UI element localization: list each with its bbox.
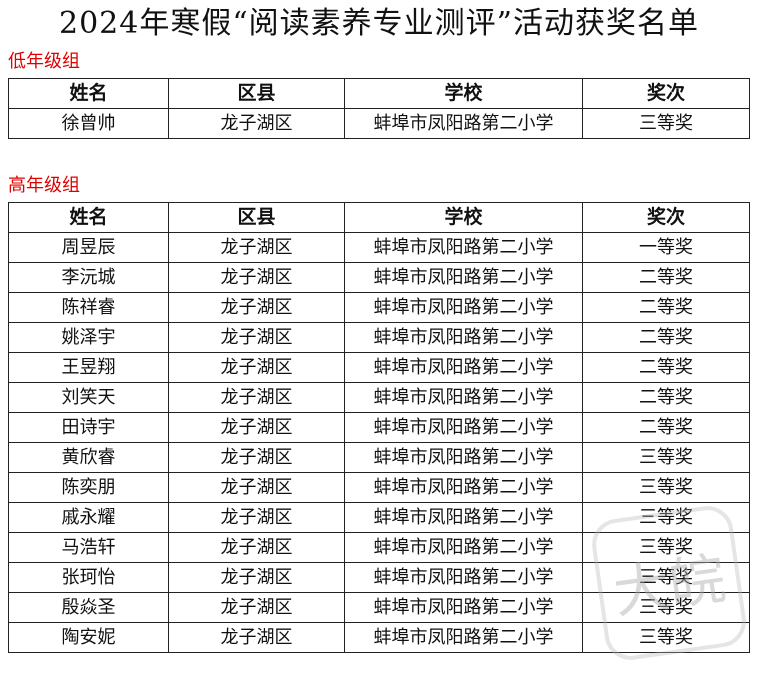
table-row: 王昱翔 龙子湖区 蚌埠市凤阳路第二小学 二等奖: [8, 352, 750, 383]
award-cell: 二等奖: [582, 322, 750, 353]
header-row: 姓名 区县 学校 奖次: [8, 202, 750, 233]
column-header: 奖次: [582, 202, 750, 233]
district-cell: 龙子湖区: [168, 442, 345, 473]
table-row: 黄欣睿 龙子湖区 蚌埠市凤阳路第二小学 三等奖: [8, 442, 750, 473]
name-cell: 陈奕朋: [8, 472, 169, 503]
school-cell: 蚌埠市凤阳路第二小学: [344, 412, 583, 443]
district-cell: 龙子湖区: [168, 502, 345, 533]
low-group-table: 姓名 区县 学校 奖次 徐曾帅 龙子湖区 蚌埠市凤阳路第二小学 三等奖: [8, 78, 750, 139]
name-cell: 周昱辰: [8, 232, 169, 263]
district-cell: 龙子湖区: [168, 352, 345, 383]
school-cell: 蚌埠市凤阳路第二小学: [344, 532, 583, 563]
award-cell: 二等奖: [582, 262, 750, 293]
school-cell: 蚌埠市凤阳路第二小学: [344, 562, 583, 593]
award-cell: 二等奖: [582, 292, 750, 323]
column-header: 学校: [344, 202, 583, 233]
award-cell: 二等奖: [582, 382, 750, 413]
district-cell: 龙子湖区: [168, 322, 345, 353]
name-cell: 黄欣睿: [8, 442, 169, 473]
award-cell: 三等奖: [582, 562, 750, 593]
column-header: 区县: [168, 78, 345, 109]
district-cell: 龙子湖区: [168, 292, 345, 323]
district-cell: 龙子湖区: [168, 562, 345, 593]
school-cell: 蚌埠市凤阳路第二小学: [344, 108, 583, 139]
column-header: 奖次: [582, 78, 750, 109]
header-row: 姓名 区县 学校 奖次: [8, 78, 750, 109]
school-cell: 蚌埠市凤阳路第二小学: [344, 502, 583, 533]
column-header: 区县: [168, 202, 345, 233]
page-title: 2024年寒假“阅读素养专业测评”活动获奖名单: [58, 6, 700, 41]
name-cell: 刘笑天: [8, 382, 169, 413]
school-cell: 蚌埠市凤阳路第二小学: [344, 352, 583, 383]
award-cell: 一等奖: [582, 232, 750, 263]
district-cell: 龙子湖区: [168, 472, 345, 503]
name-cell: 马浩轩: [8, 532, 169, 563]
table-row: 刘笑天 龙子湖区 蚌埠市凤阳路第二小学 二等奖: [8, 382, 750, 413]
award-cell: 三等奖: [582, 532, 750, 563]
award-cell: 三等奖: [582, 442, 750, 473]
school-cell: 蚌埠市凤阳路第二小学: [344, 472, 583, 503]
school-cell: 蚌埠市凤阳路第二小学: [344, 232, 583, 263]
table-row: 田诗宇 龙子湖区 蚌埠市凤阳路第二小学 二等奖: [8, 412, 750, 443]
district-cell: 龙子湖区: [168, 622, 345, 653]
table-row: 李沅城 龙子湖区 蚌埠市凤阳路第二小学 二等奖: [8, 262, 750, 293]
award-cell: 三等奖: [582, 592, 750, 623]
award-cell: 二等奖: [582, 412, 750, 443]
table-row: 陶安妮 龙子湖区 蚌埠市凤阳路第二小学 三等奖: [8, 622, 750, 653]
table-row: 陈祥睿 龙子湖区 蚌埠市凤阳路第二小学 二等奖: [8, 292, 750, 323]
table-row: 殷焱圣 龙子湖区 蚌埠市凤阳路第二小学 三等奖: [8, 592, 750, 623]
name-cell: 殷焱圣: [8, 592, 169, 623]
district-cell: 龙子湖区: [168, 532, 345, 563]
award-cell: 三等奖: [582, 502, 750, 533]
table-row: 徐曾帅 龙子湖区 蚌埠市凤阳路第二小学 三等奖: [8, 108, 750, 139]
watermark-logo: 大皖: [588, 502, 750, 664]
award-cell: 二等奖: [582, 352, 750, 383]
high-group-label: 高年级组: [8, 175, 80, 196]
table-row: 姚泽宇 龙子湖区 蚌埠市凤阳路第二小学 二等奖: [8, 322, 750, 353]
name-cell: 王昱翔: [8, 352, 169, 383]
table-row: 周昱辰 龙子湖区 蚌埠市凤阳路第二小学 一等奖: [8, 232, 750, 263]
school-cell: 蚌埠市凤阳路第二小学: [344, 292, 583, 323]
district-cell: 龙子湖区: [168, 592, 345, 623]
column-header: 姓名: [8, 202, 169, 233]
school-cell: 蚌埠市凤阳路第二小学: [344, 622, 583, 653]
table-row: 陈奕朋 龙子湖区 蚌埠市凤阳路第二小学 三等奖: [8, 472, 750, 503]
name-cell: 戚永耀: [8, 502, 169, 533]
table-row: 马浩轩 龙子湖区 蚌埠市凤阳路第二小学 三等奖: [8, 532, 750, 563]
name-cell: 李沅城: [8, 262, 169, 293]
name-cell: 姚泽宇: [8, 322, 169, 353]
name-cell: 陶安妮: [8, 622, 169, 653]
high-group-table: 姓名 区县 学校 奖次 周昱辰 龙子湖区 蚌埠市凤阳路第二小学 一等奖 李沅城 龙子湖区 蚌埠市凤阳…: [8, 202, 750, 653]
table-row: 张珂怡 龙子湖区 蚌埠市凤阳路第二小学 三等奖: [8, 562, 750, 593]
low-group-label: 低年级组: [8, 51, 80, 72]
district-cell: 龙子湖区: [168, 412, 345, 443]
school-cell: 蚌埠市凤阳路第二小学: [344, 442, 583, 473]
table-row: 戚永耀 龙子湖区 蚌埠市凤阳路第二小学 三等奖: [8, 502, 750, 533]
award-cell: 三等奖: [582, 472, 750, 503]
school-cell: 蚌埠市凤阳路第二小学: [344, 382, 583, 413]
district-cell: 龙子湖区: [168, 108, 345, 139]
column-header: 学校: [344, 78, 583, 109]
award-cell: 三等奖: [582, 108, 750, 139]
school-cell: 蚌埠市凤阳路第二小学: [344, 592, 583, 623]
district-cell: 龙子湖区: [168, 382, 345, 413]
name-cell: 徐曾帅: [8, 108, 169, 139]
school-cell: 蚌埠市凤阳路第二小学: [344, 262, 583, 293]
name-cell: 陈祥睿: [8, 292, 169, 323]
school-cell: 蚌埠市凤阳路第二小学: [344, 322, 583, 353]
name-cell: 张珂怡: [8, 562, 169, 593]
column-header: 姓名: [8, 78, 169, 109]
district-cell: 龙子湖区: [168, 262, 345, 293]
award-cell: 三等奖: [582, 622, 750, 653]
district-cell: 龙子湖区: [168, 232, 345, 263]
name-cell: 田诗宇: [8, 412, 169, 443]
